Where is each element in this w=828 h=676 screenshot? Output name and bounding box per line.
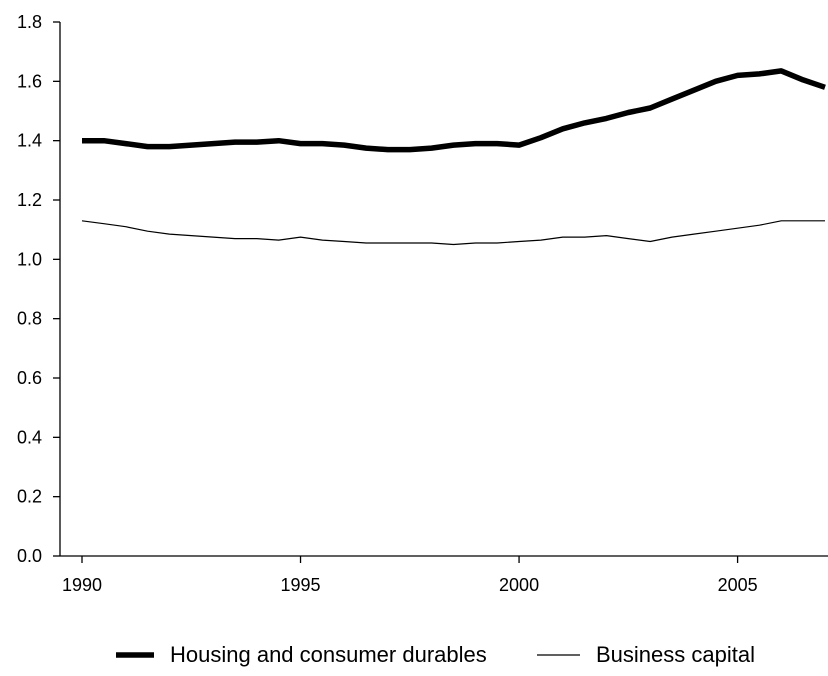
axes: 0.0 0.2 0.4 0.6 0.8 1.0 1.2 1.4 1.6 1.8 1990 1995 20… [17, 12, 828, 595]
y-tick-label: 0.4 [17, 427, 42, 447]
legend: Housing and consumer durables Business ca… [116, 642, 755, 667]
series-lines [81, 68, 826, 246]
y-tick-label: 0.2 [17, 487, 42, 507]
series-line-housing [82, 68, 826, 153]
y-tick-label: 0.8 [17, 309, 42, 329]
x-tick-label: 2005 [718, 575, 758, 595]
legend-label: Housing and consumer durables [170, 642, 487, 667]
x-tick-label: 1990 [62, 575, 102, 595]
y-tick-label: 1.2 [17, 190, 42, 210]
y-tick-label: 1.4 [17, 131, 42, 151]
y-tick-label: 1.0 [17, 249, 42, 269]
series-line-business [81, 220, 825, 246]
y-tick-label: 0.6 [17, 368, 42, 388]
x-tick-label: 1995 [281, 575, 321, 595]
x-tick-label: 2000 [499, 575, 539, 595]
legend-label: Business capital [596, 642, 755, 667]
y-tick-label: 1.6 [17, 71, 42, 91]
y-tick-label: 1.8 [17, 12, 42, 32]
y-tick-label: 0.0 [17, 546, 42, 566]
